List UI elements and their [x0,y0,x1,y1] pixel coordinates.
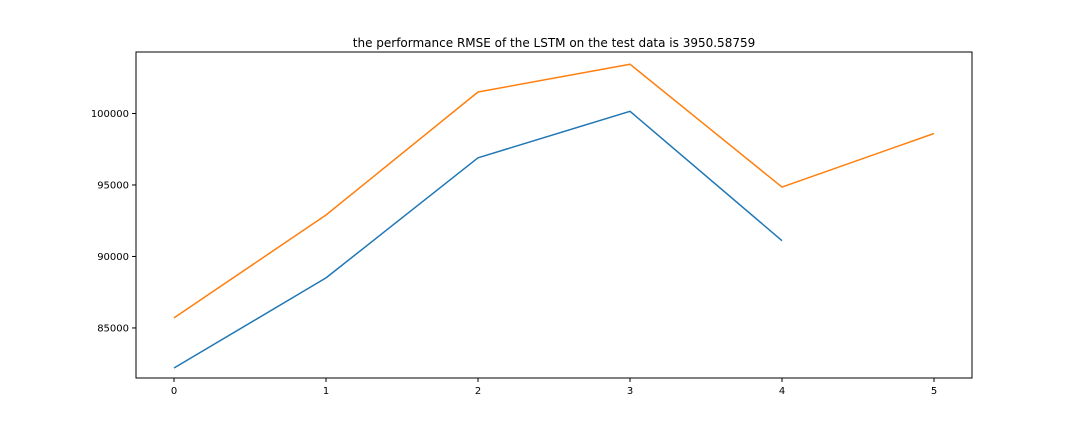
y-axis: 85000 90000 95000 100000 [91,109,136,334]
y-tick-label: 90000 [97,252,129,263]
series-line-1 [173,110,783,369]
plot-frame [135,51,973,379]
x-tick-label: 2 [475,386,481,397]
series-line-2 [173,63,935,319]
x-axis: 0 1 2 3 4 5 [171,378,937,397]
x-tick-label: 5 [931,386,937,397]
x-tick-label: 3 [627,386,633,397]
x-tick-label: 4 [779,386,785,397]
y-tick-label: 95000 [97,180,129,191]
chart-title: the performance RMSE of the LSTM on the … [353,36,755,50]
series-layer [173,63,935,369]
y-tick-label: 85000 [97,323,129,334]
y-tick-label: 100000 [91,109,129,120]
x-tick-label: 1 [323,386,329,397]
x-tick-label: 0 [171,386,177,397]
